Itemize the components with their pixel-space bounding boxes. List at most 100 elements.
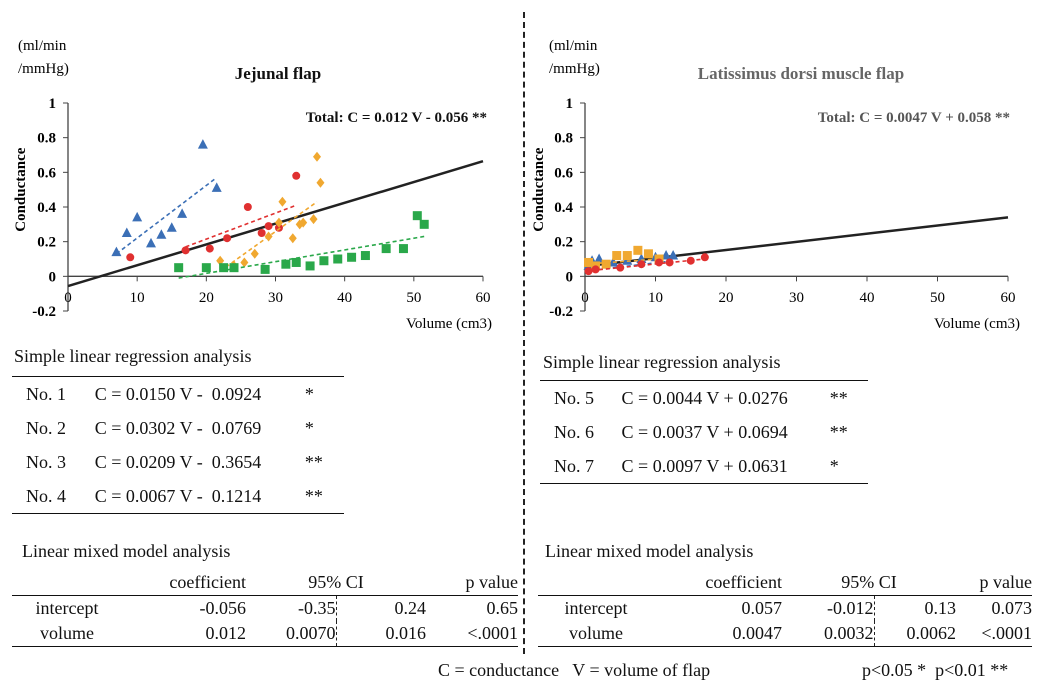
data-point-triangle xyxy=(594,253,605,263)
ci-upper: 0.0062 xyxy=(906,623,957,643)
y-axis-title: Conductance xyxy=(13,147,29,232)
y-tick-label: 1 xyxy=(566,96,574,112)
x-tick-label: 40 xyxy=(337,290,352,306)
left-mixed-model-heading: Linear mixed model analysis xyxy=(22,541,231,561)
data-point-circle xyxy=(700,253,709,262)
model-number: No. 5 xyxy=(554,387,594,408)
ci-header: 95% CI xyxy=(782,570,956,596)
series-fit-line xyxy=(584,258,705,272)
right-regression-heading: Simple linear regression analysis xyxy=(543,352,781,372)
table-row: No. 2 C = 0.0302 V - 0.0769 * xyxy=(12,411,344,445)
significance-mark: ** xyxy=(829,387,848,408)
data-point-square xyxy=(622,251,632,261)
table-row: intercept 0.057 -0.012 0.13 0.073 xyxy=(538,595,1032,621)
regression-equation: C = 0.0209 V - 0.3654 xyxy=(94,451,262,472)
significance-mark: ** xyxy=(304,485,323,506)
data-point-square xyxy=(333,254,343,264)
data-point-square xyxy=(201,263,211,273)
right-regression-table: No. 5 C = 0.0044 V + 0.0276 ** No. 6 C = 0.… xyxy=(540,380,868,484)
series-fit-line xyxy=(185,204,297,248)
total-equation-label: Total: C = 0.012 V - 0.056 ** xyxy=(306,110,487,126)
data-point-square xyxy=(601,259,611,269)
y-tick-label: -0.2 xyxy=(549,304,573,320)
data-point-square xyxy=(319,256,329,266)
significance-mark: ** xyxy=(304,451,323,472)
coefficient-header: coefficient xyxy=(122,570,246,596)
coefficient-value: 0.057 xyxy=(741,598,783,618)
data-point-circle xyxy=(591,265,600,274)
unit-label-line: (ml/min xyxy=(18,38,67,54)
data-point-circle xyxy=(292,171,301,180)
table-row: volume 0.012 0.0070 0.016 <.0001 xyxy=(12,621,518,647)
unit-label-line: /mmHg) xyxy=(549,61,600,77)
x-tick-label: 30 xyxy=(789,290,804,306)
x-tick-label: 10 xyxy=(130,290,145,306)
data-point-square xyxy=(643,249,653,259)
significance-mark: ** xyxy=(829,421,848,442)
data-point-diamond xyxy=(309,214,318,225)
table-row: No. 4 C = 0.0067 V - 0.1214 ** xyxy=(12,479,344,514)
y-tick-label: 0.2 xyxy=(37,235,56,251)
data-point-circle xyxy=(616,263,625,272)
x-tick-label: 20 xyxy=(719,290,734,306)
total-equation-label: Total: C = 0.0047 V + 0.058 ** xyxy=(818,110,1010,126)
data-point-triangle xyxy=(166,222,177,232)
data-point-diamond xyxy=(274,217,283,228)
significance-legend: p<0.05 * p<0.01 ** xyxy=(862,660,1009,680)
data-point-square xyxy=(281,259,291,269)
data-point-triangle xyxy=(661,250,672,260)
ci-lower: 0.0070 xyxy=(246,621,337,647)
y-tick-label: -0.2 xyxy=(32,304,56,320)
x-tick-label: 10 xyxy=(648,290,663,306)
data-point-circle xyxy=(257,229,266,237)
y-tick-label: 0.2 xyxy=(554,235,573,251)
data-point-square xyxy=(612,251,622,261)
row-label: volume xyxy=(569,623,623,643)
table-row: No. 5 C = 0.0044 V + 0.0276 ** xyxy=(540,381,868,416)
ci-lower: -0.35 xyxy=(246,595,337,621)
x-tick-label: 50 xyxy=(406,290,421,306)
model-number: No. 4 xyxy=(26,485,66,506)
right-mixed-model-heading: Linear mixed model analysis xyxy=(545,541,754,561)
model-number: No. 6 xyxy=(554,421,594,442)
data-point-diamond xyxy=(264,231,273,242)
regression-equation: C = 0.0037 V + 0.0694 xyxy=(621,421,788,442)
y-tick-label: 0.4 xyxy=(37,200,56,216)
data-point-square xyxy=(584,257,594,267)
row-label: intercept xyxy=(564,598,628,618)
data-point-square xyxy=(260,264,270,274)
data-point-circle xyxy=(665,258,674,267)
y-tick-label: 0.6 xyxy=(554,165,573,181)
data-point-square xyxy=(291,257,301,267)
data-point-triangle xyxy=(668,250,679,260)
model-number: No. 1 xyxy=(26,383,66,404)
left-regression-table: No. 1 C = 0.0150 V - 0.0924 * No. 2 C = 0.0… xyxy=(12,376,344,514)
data-point-square xyxy=(305,261,315,271)
data-point-triangle xyxy=(211,182,222,192)
data-point-square xyxy=(229,263,239,273)
data-point-circle xyxy=(243,203,252,211)
left-mixed-model-table: coefficient 95% CI p value intercept -0.… xyxy=(12,570,518,647)
coefficient-header: coefficient xyxy=(654,570,782,596)
table-row: No. 7 C = 0.0097 V + 0.0631 * xyxy=(540,449,868,484)
data-point-triangle xyxy=(111,246,122,257)
data-point-diamond xyxy=(288,233,297,244)
x-tick-label: 60 xyxy=(476,290,491,306)
x-tick-label: 20 xyxy=(199,290,214,306)
regression-equation: C = 0.0150 V - 0.0924 xyxy=(94,383,262,404)
data-point-square xyxy=(347,252,357,262)
p-value-header: p value xyxy=(956,570,1032,596)
y-tick-label: 0.6 xyxy=(37,165,56,181)
x-axis-title: Volume (cm3) xyxy=(406,316,492,332)
ci-upper: 0.13 xyxy=(924,598,957,618)
regression-equation: C = 0.0044 V + 0.0276 xyxy=(621,387,788,408)
header-blank xyxy=(538,570,654,596)
p-value: <.0001 xyxy=(467,623,518,643)
right-mixed-model-table: coefficient 95% CI p value intercept 0.0… xyxy=(538,570,1032,647)
model-number: No. 7 xyxy=(554,455,594,476)
coefficient-value: 0.0047 xyxy=(732,623,783,643)
left-regression-heading: Simple linear regression analysis xyxy=(14,346,252,366)
data-point-diamond xyxy=(299,217,308,228)
table-header-row: coefficient 95% CI p value xyxy=(538,570,1032,596)
